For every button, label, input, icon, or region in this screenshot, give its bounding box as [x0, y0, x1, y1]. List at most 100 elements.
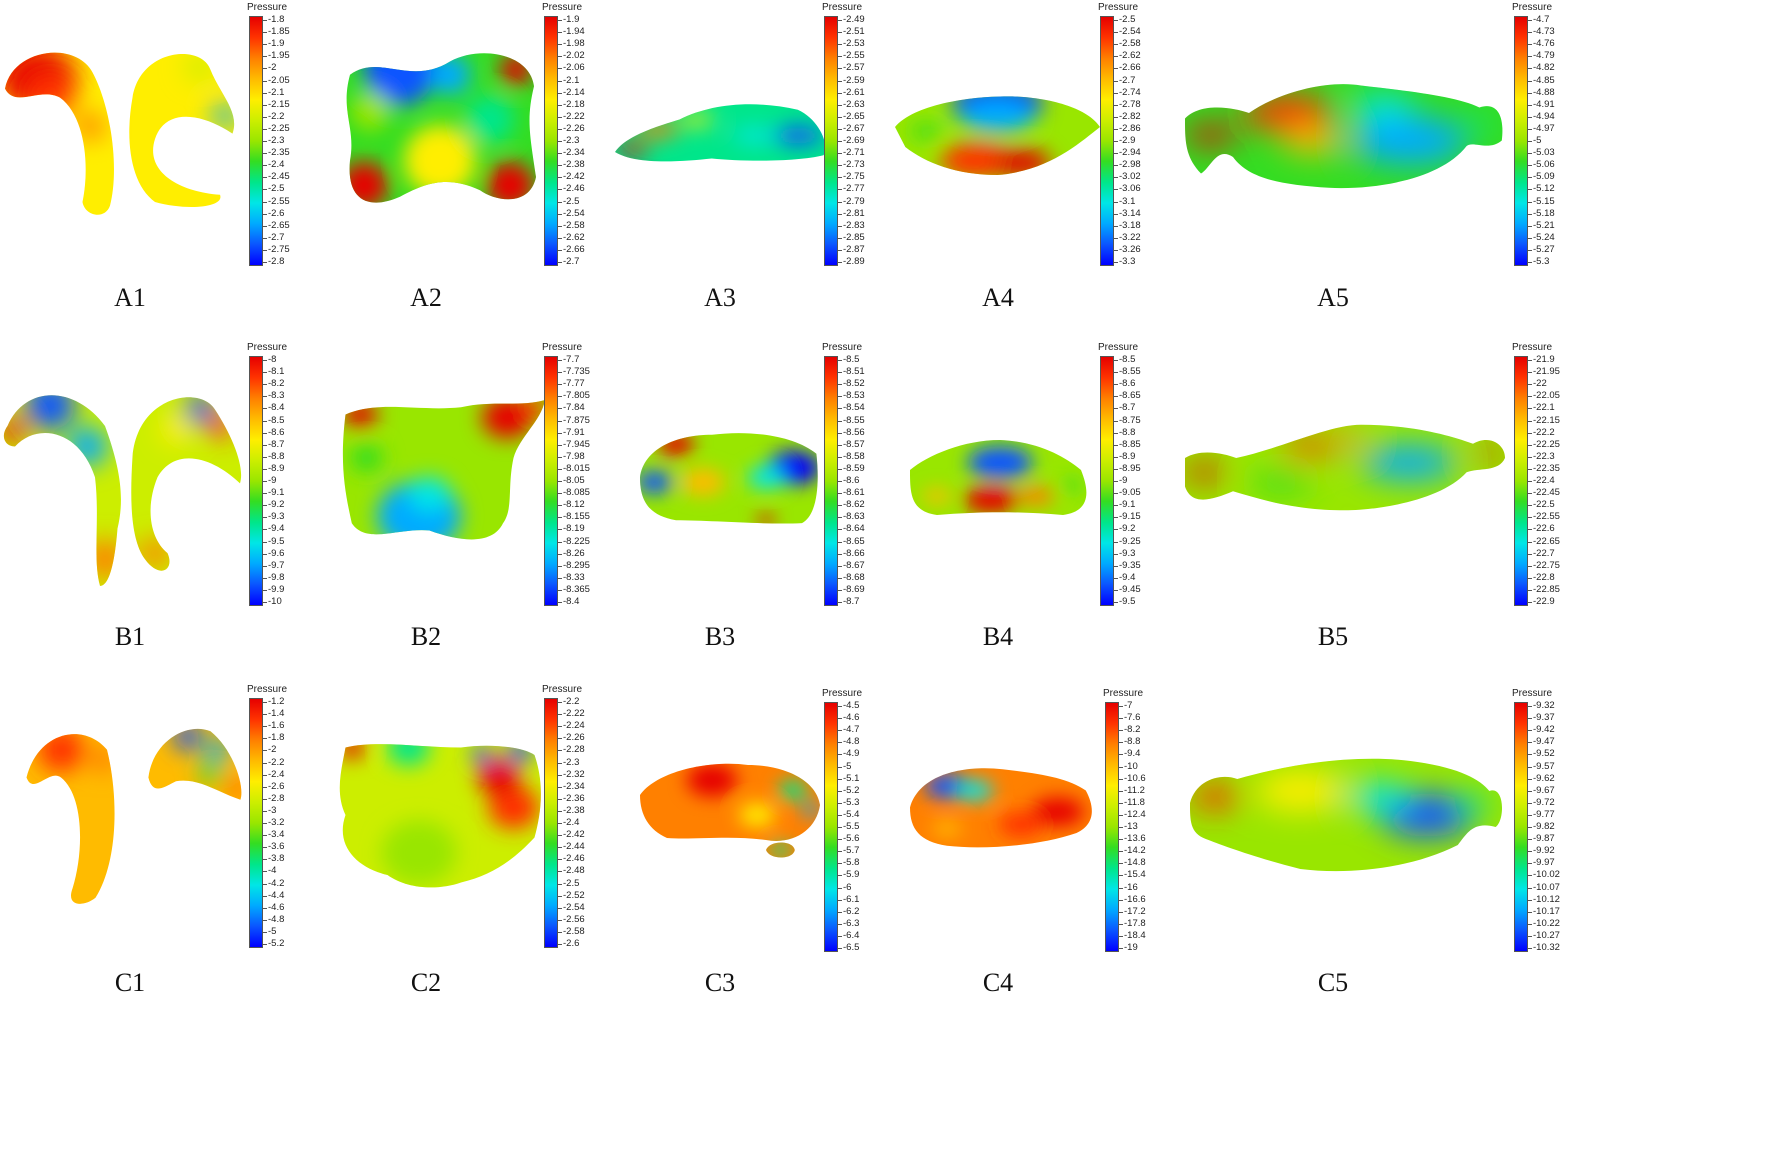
legend-tick-label: -9.42: [1533, 724, 1555, 736]
legend-tick-mark: [838, 360, 842, 361]
legend-tick-label: -22.1: [1533, 402, 1555, 414]
legend-tick-label: -5.06: [1533, 159, 1555, 171]
contour-region: [224, 777, 242, 796]
legend-tick-label: -2.86: [1119, 122, 1141, 134]
legend-tick-mark: [1528, 396, 1532, 398]
legend-tick-label: -10: [1124, 760, 1138, 772]
legend-tick-label: -3.14: [1119, 207, 1141, 219]
contour-plot-c4: [910, 768, 1092, 848]
legend-tick-mark: [1528, 948, 1532, 949]
legend-tick-mark: [838, 177, 842, 179]
legend-tick-mark: [558, 714, 562, 716]
panel-caption: A3: [704, 283, 736, 312]
contour-region: [1061, 479, 1083, 491]
legend-title: Pressure: [822, 688, 863, 699]
legend-tick-mark: [1119, 923, 1123, 925]
legend-tick-label: -1.94: [563, 26, 585, 38]
legend-tick-mark: [263, 895, 267, 897]
legend-tick-label: -8.65: [1119, 390, 1141, 402]
legend-tick-mark: [1114, 201, 1118, 203]
legend-tick-label: -8.67: [843, 559, 865, 571]
legend-tick-label: -10.22: [1533, 917, 1560, 929]
legend-tick-label: -19: [1124, 942, 1138, 953]
legend-tick-label: -2.63: [843, 98, 865, 110]
legend-tick-label: -22.25: [1533, 438, 1560, 450]
legend-tick-label: -4.82: [1533, 62, 1555, 74]
legend-tick-mark: [1114, 541, 1118, 543]
legend-tick-label: -9.47: [1533, 736, 1555, 748]
legend-tick-mark: [838, 517, 842, 519]
legend-tick-mark: [558, 786, 562, 788]
legend-tick-label: -8.295: [563, 559, 590, 571]
legend-tick-mark: [1528, 128, 1532, 130]
legend-tick-label: -2.5: [1119, 14, 1136, 25]
panel-caption: B2: [410, 622, 442, 651]
legend-color-bar: [249, 356, 263, 606]
legend-tick-mark: [838, 432, 842, 434]
legend-tick-mark: [263, 396, 267, 398]
legend-tick-label: -22.15: [1533, 414, 1560, 426]
legend-tick-mark: [558, 602, 562, 603]
panel-caption: C3: [704, 968, 736, 997]
legend-tick-mark: [558, 408, 562, 410]
legend-tick-label: -2.4: [563, 817, 580, 828]
legend-tick-mark: [1114, 20, 1118, 21]
contour-region: [778, 780, 808, 800]
legend-tick-mark: [838, 923, 842, 925]
legend-tick-mark: [1114, 213, 1118, 215]
legend-tick-label: -4.88: [1533, 86, 1555, 98]
legend-tick-mark: [1114, 165, 1118, 167]
legend-tick-label: -1.9: [563, 14, 580, 25]
legend-tick-label: -2.65: [843, 110, 865, 122]
legend-tick-label: -22.8: [1533, 571, 1555, 583]
legend-tick-mark: [1114, 456, 1118, 458]
legend-tick-mark: [838, 396, 842, 398]
contour-region: [998, 812, 1044, 837]
contour-region: [471, 746, 493, 764]
legend-tick-label: -2.87: [843, 243, 865, 255]
legend-tick-label: -2.1: [268, 86, 285, 98]
legend-tick-mark: [1528, 911, 1532, 913]
legend-tick-mark: [1528, 541, 1532, 543]
legend-tick-label: -2.48: [563, 865, 585, 877]
legend-tick-mark: [263, 823, 267, 824]
legend-tick-mark: [1528, 444, 1532, 446]
legend-tick-label: -2.42: [563, 829, 585, 841]
legend-tick-label: -4.7: [843, 724, 860, 736]
legend-tick-mark: [1114, 104, 1118, 106]
legend-tick-mark: [263, 835, 267, 837]
legend-tick-mark: [838, 481, 842, 482]
legend-tick-mark: [263, 116, 267, 118]
legend-tick-mark: [838, 189, 842, 191]
legend-tick-mark: [558, 859, 562, 861]
legend-tick-label: -2.15: [268, 98, 290, 110]
legend-tick-mark: [558, 762, 562, 764]
legend-tick-label: -8.6: [843, 475, 860, 486]
legend-tick-mark: [1114, 589, 1118, 591]
contour-region: [967, 446, 1033, 479]
contour-region: [956, 780, 994, 801]
legend-tick-mark: [1528, 262, 1532, 263]
legend-title: Pressure: [247, 684, 288, 695]
legend-tick-label: -9.37: [1533, 712, 1555, 724]
legend-tick-label: -22.55: [1533, 511, 1560, 523]
legend-tick-mark: [1114, 68, 1118, 70]
legend-tick-mark: [1528, 189, 1532, 191]
legend-tick-mark: [1114, 529, 1118, 531]
legend-tick-label: -8.8: [1119, 426, 1136, 438]
legend-tick-mark: [838, 602, 842, 603]
legend-tick-label: -1.4: [268, 708, 285, 720]
legend-tick-mark: [1119, 851, 1123, 853]
legend-tick-mark: [263, 750, 267, 752]
legend-tick-label: -8.56: [843, 426, 865, 438]
legend-tick-mark: [263, 919, 267, 921]
legend-tick-label: -8.5: [268, 414, 285, 426]
legend-tick-mark: [838, 899, 842, 901]
legend-tick-label: -2.79: [843, 195, 865, 207]
legend-tick-mark: [1528, 505, 1532, 507]
legend-tick-label: -8: [268, 354, 277, 365]
contour-region: [1351, 116, 1467, 165]
legend-tick-mark: [838, 249, 842, 251]
panel-caption: C1: [114, 968, 146, 997]
legend-tick-label: -5.8: [843, 857, 860, 869]
